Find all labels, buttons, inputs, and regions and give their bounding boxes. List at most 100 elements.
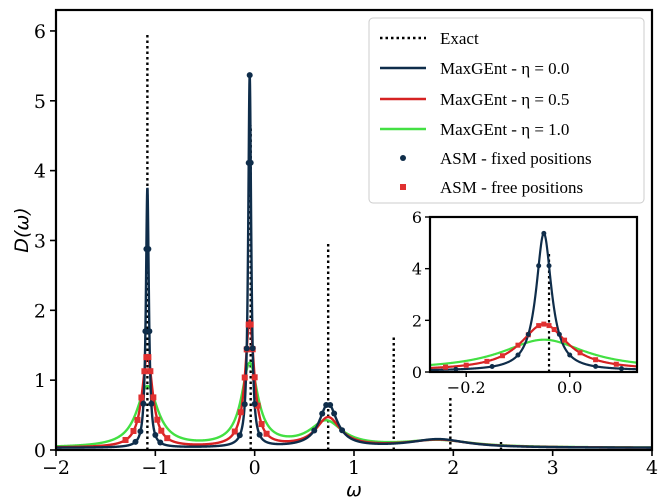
inset-asm-free-point-1 <box>463 362 469 368</box>
asm-free-point-7 <box>147 368 154 375</box>
y-tick-label-4: 4 <box>34 161 46 183</box>
inset-asm-fixed-point-4 <box>536 263 542 269</box>
asm-fixed-point-22 <box>327 401 334 408</box>
asm-fixed-point-11 <box>241 401 248 408</box>
inset-series-eta-1-0 <box>430 338 637 367</box>
legend-label-5: ASM - free positions <box>440 178 583 197</box>
asm-free-point-10 <box>158 427 165 434</box>
legend: Exact MaxGEnt - η = 0.0 MaxGEnt - η = 0.5 M… <box>368 17 645 204</box>
asm-free-point-1 <box>130 427 137 434</box>
inset-asm-free-point-8 <box>546 323 552 329</box>
asm-fixed-point-18 <box>256 431 263 438</box>
inset-asm-fixed-point-9 <box>593 363 599 369</box>
inset-asm-free-point-0 <box>443 364 449 370</box>
inset-asm-fixed-point-0 <box>453 366 459 372</box>
inset-asm-free-point-12 <box>593 357 599 363</box>
x-tick-label-4: 2 <box>447 457 459 479</box>
asm-fixed-point-19 <box>311 427 318 434</box>
inset-asm-fixed-point-6 <box>546 263 552 269</box>
asm-fixed-point-24 <box>339 427 346 434</box>
x-tick-label-3: 1 <box>348 457 360 479</box>
asm-free-point-13 <box>237 409 244 416</box>
main-plot-area <box>56 34 652 450</box>
inset-asm-fixed-point-1 <box>489 364 495 370</box>
inset-asm-fixed-point-2 <box>515 352 521 358</box>
asm-fixed-point-9 <box>157 439 164 446</box>
asm-free-point-0 <box>122 436 129 443</box>
asm-free-point-21 <box>258 421 265 428</box>
inset-background <box>430 217 637 372</box>
asm-fixed-point-20 <box>319 410 326 417</box>
asm-free-point-19 <box>251 374 258 381</box>
x-tick-label-1: −1 <box>141 457 169 479</box>
asm-fixed-point-10 <box>236 432 243 439</box>
inset-asm-free-point-4 <box>515 342 521 348</box>
inset-plot: −0.2 0.0 0 2 4 6 <box>412 208 639 397</box>
asm-fixed-point-12 <box>243 345 250 352</box>
inset-y-tick-label-3: 6 <box>412 208 422 227</box>
y-tick-label-3: 3 <box>34 230 46 252</box>
legend-handle-4 <box>400 155 406 161</box>
x-tick-label-6: 4 <box>646 457 658 479</box>
legend-label-1: MaxGEnt - η = 0.0 <box>440 59 569 78</box>
asm-fixed-point-14 <box>246 72 253 79</box>
asm-free-point-22 <box>263 430 270 437</box>
asm-free-point-17 <box>247 321 254 328</box>
asm-fixed-point-8 <box>152 431 159 438</box>
asm-free-point-9 <box>154 416 161 423</box>
asm-free-point-8 <box>150 394 157 401</box>
inset-asm-fixed-point-7 <box>556 331 562 337</box>
legend-label-3: MaxGEnt - η = 1.0 <box>440 120 569 139</box>
inset-y-tick-label-0: 0 <box>412 363 422 382</box>
legend-label-2: MaxGEnt - η = 0.5 <box>440 90 569 109</box>
inset-asm-free-point-10 <box>562 337 568 343</box>
asm-free-point-2 <box>134 416 141 423</box>
y-axis-label: D(ω) <box>11 207 33 252</box>
legend-handle-5 <box>400 184 406 190</box>
asm-free-point-3 <box>138 394 145 401</box>
asm-fixed-point-17 <box>251 400 258 407</box>
y-tick-label-2: 2 <box>34 300 46 322</box>
inset-asm-free-point-11 <box>577 350 583 356</box>
inset-asm-fixed-point-3 <box>525 331 531 337</box>
inset-x-tick-label-1: 0.0 <box>557 378 582 397</box>
main-axes: −2 −1 0 1 2 3 4 0 1 2 3 4 5 6 ω D(ω) <box>11 8 658 498</box>
inset-asm-free-point-13 <box>613 361 619 367</box>
asm-fixed-point-5 <box>145 245 152 252</box>
inset-axes: −0.2 0.0 0 2 4 6 <box>412 208 639 397</box>
inset-asm-free-point-3 <box>499 353 505 359</box>
legend-label-4: ASM - fixed positions <box>440 149 592 168</box>
y-tick-label-5: 5 <box>34 91 46 113</box>
x-tick-label-0: −2 <box>42 457 70 479</box>
inset-asm-free-point-9 <box>551 327 557 333</box>
inset-frame <box>428 215 639 374</box>
asm-free-point-11 <box>164 435 171 442</box>
x-tick-label-2: 0 <box>249 457 261 479</box>
inset-asm-fixed-point-10 <box>618 366 624 372</box>
legend-box <box>368 17 645 204</box>
legend-label-0: Exact <box>440 29 479 48</box>
asm-fixed-point-1 <box>137 428 144 435</box>
asm-fixed-point-7 <box>148 400 155 407</box>
asm-fixed-point-16 <box>249 345 256 352</box>
asm-free-point-14 <box>241 374 248 381</box>
inset-y-tick-label-2: 4 <box>412 260 422 279</box>
inset-asm-free-point-6 <box>536 323 542 329</box>
asm-fixed-point-15 <box>247 159 254 166</box>
y-tick-label-1: 1 <box>34 370 46 392</box>
main-plot: −2 −1 0 1 2 3 4 0 1 2 3 4 5 6 ω D(ω) <box>11 8 658 498</box>
asm-fixed-point-6 <box>146 328 153 335</box>
inset-asm-free-point-2 <box>484 358 490 364</box>
inset-asm-fixed-point-5 <box>541 230 547 236</box>
x-tick-label-5: 3 <box>547 457 559 479</box>
y-tick-label-0: 0 <box>34 440 46 462</box>
asm-free-point-12 <box>231 428 238 435</box>
inset-x-tick-label-0: −0.2 <box>447 378 486 397</box>
asm-free-point-6 <box>145 354 152 361</box>
x-axis-label: ω <box>346 479 362 498</box>
asm-fixed-point-23 <box>331 410 338 417</box>
inset-plot-area <box>430 230 637 372</box>
inset-asm-fixed-point-8 <box>567 352 573 358</box>
inset-asm-free-point-7 <box>541 321 547 327</box>
